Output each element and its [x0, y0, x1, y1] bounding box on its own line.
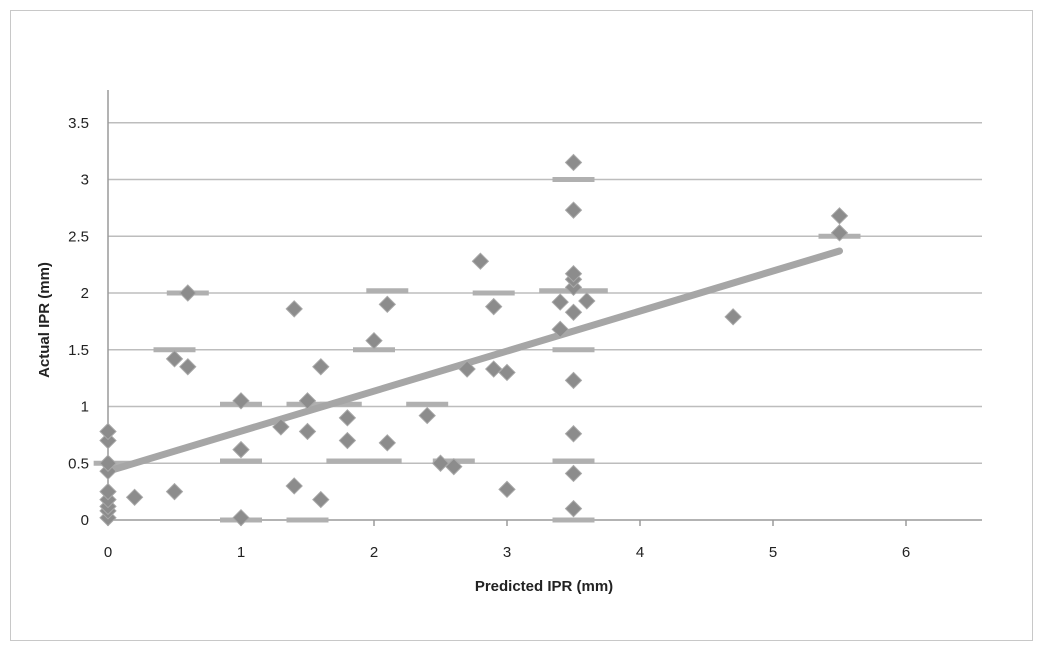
data-points [99, 153, 849, 527]
x-tick-label: 6 [902, 544, 910, 561]
data-point [285, 477, 303, 495]
y-tick-label: 3.5 [68, 115, 89, 132]
data-point [338, 431, 357, 450]
data-point [179, 358, 197, 376]
x-axis-title: Predicted IPR (mm) [475, 578, 613, 595]
y-tick-label: 2 [81, 285, 89, 302]
x-tick-label: 3 [503, 544, 511, 561]
data-point [365, 331, 383, 350]
data-point [165, 350, 184, 368]
data-point [564, 303, 583, 322]
data-point [272, 418, 290, 436]
data-point [551, 320, 569, 339]
y-tick-label: 0.5 [68, 455, 89, 472]
trendline [104, 247, 843, 475]
trendline-layer [104, 247, 843, 475]
x-tick-label: 0 [104, 544, 112, 561]
y-tick-label: 3 [81, 172, 89, 189]
data-point [285, 300, 303, 318]
y-tick-label: 2.5 [68, 228, 89, 245]
data-point [564, 264, 583, 283]
y-tick-label: 1.5 [68, 342, 89, 359]
data-point [232, 509, 250, 527]
data-point [418, 406, 436, 425]
data-point [484, 360, 503, 378]
data-point [312, 490, 330, 509]
data-point [99, 454, 117, 472]
data-point [830, 224, 849, 242]
data-point [564, 371, 583, 390]
data-point [564, 464, 583, 483]
data-point [165, 482, 184, 501]
tick-labels: 0 0.5 1 1.5 2 2.5 3 3.5 0 1 2 3 4 5 6 [68, 115, 910, 561]
data-point [564, 499, 583, 518]
data-point [338, 409, 357, 427]
data-point [312, 358, 330, 376]
data-point [564, 153, 583, 172]
x-tick-label: 4 [636, 544, 644, 561]
y-tick-label: 0 [81, 512, 89, 529]
chart-border [10, 10, 1033, 641]
x-tick-label: 1 [237, 544, 245, 561]
y-tick-label: 1 [81, 399, 89, 416]
data-point [298, 422, 317, 441]
data-point [564, 201, 583, 219]
data-point [378, 434, 397, 452]
data-point [125, 488, 144, 507]
data-point [99, 482, 117, 501]
data-point [458, 360, 476, 378]
data-point [431, 454, 450, 472]
data-point [232, 440, 250, 459]
data-point [498, 480, 516, 499]
data-point [498, 363, 516, 382]
x-tick-label: 2 [370, 544, 378, 561]
y-axis-title: Actual IPR (mm) [36, 262, 53, 378]
data-point [99, 431, 117, 450]
data-point [724, 308, 742, 326]
data-point [232, 392, 250, 410]
data-point [551, 293, 569, 311]
data-point [471, 252, 490, 270]
data-point [298, 392, 317, 410]
data-point [484, 297, 503, 316]
data-point [378, 295, 397, 314]
data-point [99, 422, 117, 441]
x-tick-label: 5 [769, 544, 777, 561]
data-point [578, 292, 596, 310]
data-point [564, 425, 583, 443]
data-point [445, 457, 463, 476]
data-point [179, 284, 197, 302]
data-point [830, 207, 849, 225]
